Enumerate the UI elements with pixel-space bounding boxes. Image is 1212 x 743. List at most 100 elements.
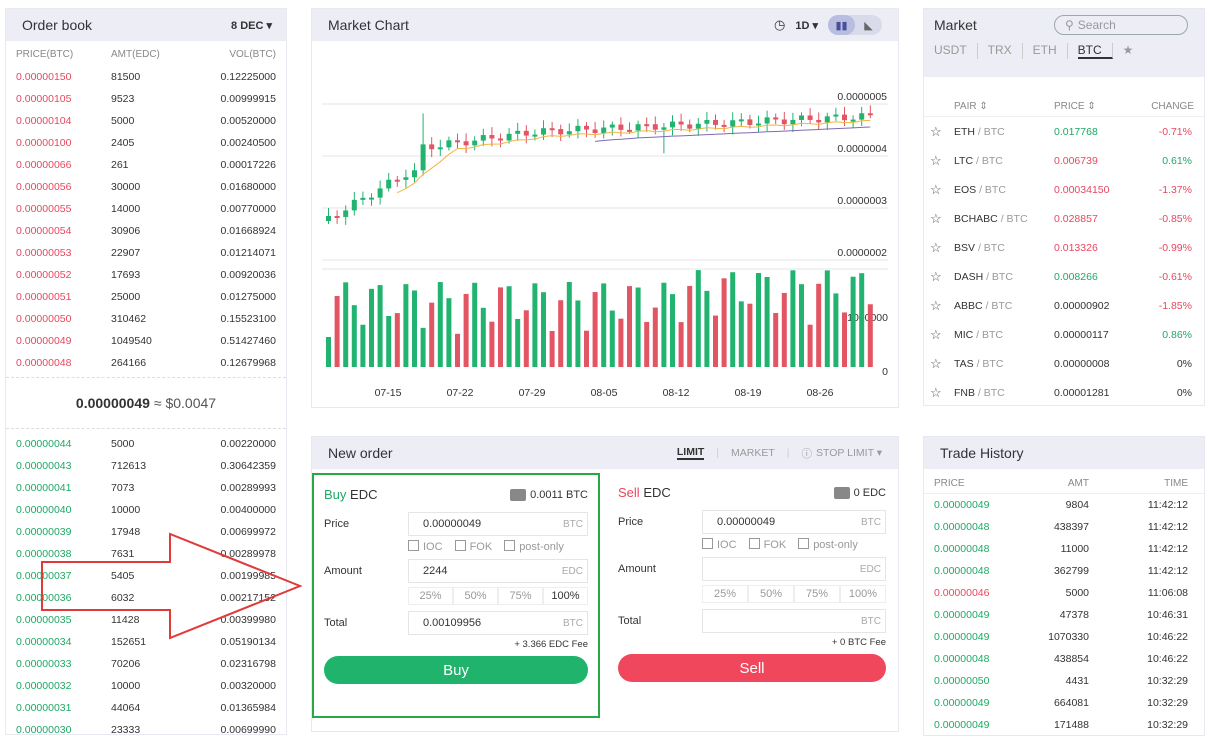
- trade-row[interactable]: 0.00000049 9804 11:42:12: [924, 494, 1204, 516]
- ask-row[interactable]: 0.00000100 2405 0.00240500: [6, 132, 286, 154]
- favorite-star-icon[interactable]: ☆: [930, 297, 942, 313]
- buy-button[interactable]: Buy: [324, 656, 588, 684]
- ask-row[interactable]: 0.00000105 9523 0.00999915: [6, 88, 286, 110]
- favorite-star-icon[interactable]: ☆: [930, 268, 942, 284]
- trade-row[interactable]: 0.00000048 362799 11:42:12: [924, 560, 1204, 582]
- favorites-star-icon[interactable]: ★: [1122, 43, 1134, 57]
- ask-row[interactable]: 0.00000055 14000 0.00770000: [6, 198, 286, 220]
- buy-total-input[interactable]: 0.00109956 BTC: [408, 611, 588, 635]
- market-tab-trx[interactable]: TRX: [988, 43, 1023, 59]
- bid-row[interactable]: 0.00000043 712613 0.30642359: [6, 455, 286, 477]
- post-only-checkbox[interactable]: post-only: [798, 538, 858, 551]
- trade-row[interactable]: 0.00000048 438397 11:42:12: [924, 516, 1204, 538]
- favorite-star-icon[interactable]: ☆: [930, 123, 942, 139]
- favorite-star-icon[interactable]: ☆: [930, 239, 942, 255]
- post-only-checkbox[interactable]: post-only: [504, 540, 564, 553]
- bid-row[interactable]: 0.00000041 7073 0.00289993: [6, 477, 286, 499]
- col-price[interactable]: PRICE ⇕: [1054, 101, 1096, 112]
- market-row[interactable]: ☆ FNB / BTC 0.00001281 0%: [924, 378, 1204, 405]
- market-row[interactable]: ☆ BSV / BTC 0.013326 -0.99%: [924, 233, 1204, 262]
- favorite-star-icon[interactable]: ☆: [930, 152, 942, 168]
- bid-row[interactable]: 0.00000037 5405 0.00199985: [6, 565, 286, 587]
- trade-row[interactable]: 0.00000048 438854 10:46:22: [924, 648, 1204, 670]
- sell-options[interactable]: IOC FOK post-only: [702, 538, 886, 551]
- pct-100-button[interactable]: 100%: [840, 585, 886, 603]
- trade-row[interactable]: 0.00000049 47378 10:46:31: [924, 604, 1204, 626]
- market-row[interactable]: ☆ MIC / BTC 0.00000117 0.86%: [924, 320, 1204, 349]
- ioc-checkbox[interactable]: IOC: [408, 540, 443, 553]
- bid-row[interactable]: 0.00000030 23333 0.00699990: [6, 719, 286, 734]
- ask-row[interactable]: 0.00000052 17693 0.00920036: [6, 264, 286, 286]
- sell-total-input[interactable]: BTC: [702, 609, 886, 633]
- tab-market[interactable]: MARKET: [731, 447, 775, 459]
- bid-row[interactable]: 0.00000039 17948 0.00699972: [6, 521, 286, 543]
- market-tab-eth[interactable]: ETH: [1033, 43, 1068, 59]
- trade-row[interactable]: 0.00000049 664081 10:32:29: [924, 692, 1204, 714]
- trade-row[interactable]: 0.00000048 11000 11:42:12: [924, 538, 1204, 560]
- market-tab-btc[interactable]: BTC: [1077, 43, 1113, 59]
- trade-row[interactable]: 0.00000049 171488 10:32:29: [924, 714, 1204, 735]
- favorite-star-icon[interactable]: ☆: [930, 355, 942, 371]
- bid-row[interactable]: 0.00000031 44064 0.01365984: [6, 697, 286, 719]
- favorite-star-icon[interactable]: ☆: [930, 210, 942, 226]
- ask-row[interactable]: 0.00000056 30000 0.01680000: [6, 176, 286, 198]
- market-row[interactable]: ☆ ABBC / BTC 0.00000902 -1.85%: [924, 291, 1204, 320]
- ask-row[interactable]: 0.00000150 81500 0.12225000: [6, 66, 286, 88]
- candle-chart-icon[interactable]: ▮▮: [828, 15, 855, 35]
- market-row[interactable]: ☆ DASH / BTC 0.008266 -0.61%: [924, 262, 1204, 291]
- ioc-checkbox[interactable]: IOC: [702, 538, 737, 551]
- chart-type-toggle[interactable]: ▮▮ ◣: [828, 15, 882, 35]
- bid-row[interactable]: 0.00000040 10000 0.00400000: [6, 499, 286, 521]
- ask-row[interactable]: 0.00000050 310462 0.15523100: [6, 308, 286, 330]
- bid-row[interactable]: 0.00000033 70206 0.02316798: [6, 653, 286, 675]
- buy-options[interactable]: IOC FOK post-only: [408, 540, 588, 553]
- buy-price-input[interactable]: 0.00000049 BTC: [408, 512, 588, 536]
- ask-row[interactable]: 0.00000051 25000 0.01275000: [6, 286, 286, 308]
- fok-checkbox[interactable]: FOK: [455, 540, 493, 553]
- trade-row[interactable]: 0.00000046 5000 11:06:08: [924, 582, 1204, 604]
- market-tab-usdt[interactable]: USDT: [934, 43, 978, 59]
- tab-stop-limit[interactable]: STOP LIMIT ▾: [816, 447, 882, 459]
- bid-row[interactable]: 0.00000032 10000 0.00320000: [6, 675, 286, 697]
- market-row[interactable]: ☆ LTC / BTC 0.006739 0.61%: [924, 146, 1204, 175]
- favorite-star-icon[interactable]: ☆: [930, 384, 942, 400]
- col-pair[interactable]: PAIR ⇕: [954, 101, 988, 112]
- candlestick-chart[interactable]: 0.0000005 0.0000004 0.0000003 0.0000002 1000…: [312, 41, 898, 407]
- market-row[interactable]: ☆ ETH / BTC 0.017768 -0.71%: [924, 117, 1204, 146]
- sell-price-input[interactable]: 0.00000049 BTC: [702, 510, 886, 534]
- pct-25-button[interactable]: 25%: [702, 585, 748, 603]
- tab-limit[interactable]: LIMIT: [676, 446, 705, 460]
- area-chart-icon[interactable]: ◣: [864, 19, 873, 32]
- search-input[interactable]: ⚲ Search: [1054, 15, 1188, 35]
- info-icon[interactable]: ⓘ: [801, 447, 813, 460]
- pct-25-button[interactable]: 25%: [408, 587, 453, 605]
- pct-75-button[interactable]: 75%: [794, 585, 840, 603]
- market-row[interactable]: ☆ TAS / BTC 0.00000008 0%: [924, 349, 1204, 378]
- pct-75-button[interactable]: 75%: [498, 587, 543, 605]
- decimals-select[interactable]: 8 DEC ▾: [231, 19, 272, 32]
- interval-select[interactable]: 1D ▾: [795, 19, 818, 32]
- pct-50-button[interactable]: 50%: [748, 585, 794, 603]
- buy-amount-input[interactable]: 2244 EDC: [408, 559, 588, 583]
- trade-row[interactable]: 0.00000049 1070330 10:46:22: [924, 626, 1204, 648]
- ask-row[interactable]: 0.00000049 1049540 0.51427460: [6, 330, 286, 352]
- sell-button[interactable]: Sell: [618, 654, 886, 682]
- favorite-star-icon[interactable]: ☆: [930, 326, 942, 342]
- favorite-star-icon[interactable]: ☆: [930, 181, 942, 197]
- bid-row[interactable]: 0.00000035 11428 0.00399980: [6, 609, 286, 631]
- ask-row[interactable]: 0.00000066 261 0.00017226: [6, 154, 286, 176]
- pct-50-button[interactable]: 50%: [453, 587, 498, 605]
- ask-row[interactable]: 0.00000054 30906 0.01668924: [6, 220, 286, 242]
- bid-row[interactable]: 0.00000044 5000 0.00220000: [6, 433, 286, 455]
- bid-row[interactable]: 0.00000038 7631 0.00289978: [6, 543, 286, 565]
- ask-row[interactable]: 0.00000048 264166 0.12679968: [6, 352, 286, 374]
- market-row[interactable]: ☆ BCHABC / BTC 0.028857 -0.85%: [924, 204, 1204, 233]
- market-row[interactable]: ☆ EOS / BTC 0.00034150 -1.37%: [924, 175, 1204, 204]
- sell-amount-input[interactable]: EDC: [702, 557, 886, 581]
- fok-checkbox[interactable]: FOK: [749, 538, 787, 551]
- col-change[interactable]: CHANGE: [1151, 101, 1194, 112]
- ask-row[interactable]: 0.00000053 22907 0.01214071: [6, 242, 286, 264]
- ask-row[interactable]: 0.00000104 5000 0.00520000: [6, 110, 286, 132]
- trade-row[interactable]: 0.00000050 4431 10:32:29: [924, 670, 1204, 692]
- bid-row[interactable]: 0.00000034 152651 0.05190134: [6, 631, 286, 653]
